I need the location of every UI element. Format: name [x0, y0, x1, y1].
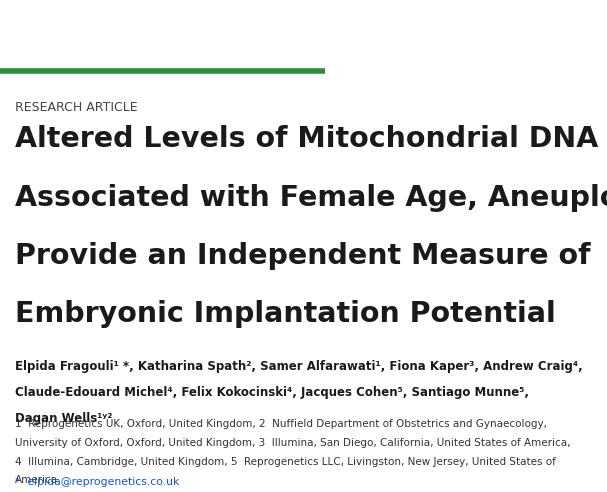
Text: 4  Illumina, Cambridge, United Kingdom, 5  Reprogenetics LLC, Livingston, New Je: 4 Illumina, Cambridge, United Kingdom, 5… [15, 457, 555, 466]
Text: Associated with Female Age, Aneuploidy, and: Associated with Female Age, Aneuploidy, … [15, 184, 607, 212]
Text: Dagan Wells¹ʸ²: Dagan Wells¹ʸ² [15, 412, 112, 425]
Text: Altered Levels of Mitochondrial DNA Are: Altered Levels of Mitochondrial DNA Are [15, 125, 607, 154]
Text: RESEARCH ARTICLE: RESEARCH ARTICLE [15, 101, 137, 114]
Text: Embryonic Implantation Potential: Embryonic Implantation Potential [15, 300, 555, 328]
Text: Provide an Independent Measure of: Provide an Independent Measure of [15, 242, 590, 270]
Text: University of Oxford, Oxford, United Kingdom, 3  Illumina, San Diego, California: University of Oxford, Oxford, United Kin… [15, 438, 570, 448]
Text: 1  Reprogenetics UK, Oxford, United Kingdom, 2  Nuffield Department of Obstetric: 1 Reprogenetics UK, Oxford, United Kingd… [15, 419, 547, 429]
Text: *  elpida@reprogenetics.co.uk: * elpida@reprogenetics.co.uk [15, 477, 179, 487]
Text: Elpida Fragouli¹ *, Katharina Spath², Samer Alfarawati¹, Fiona Kaper³, Andrew Cr: Elpida Fragouli¹ *, Katharina Spath², Sa… [15, 360, 582, 373]
Text: America: America [15, 475, 58, 485]
Text: Claude-Edouard Michel⁴, Felix Kokocinski⁴, Jacques Cohen⁵, Santiago Munne⁵,: Claude-Edouard Michel⁴, Felix Kokocinski… [15, 386, 529, 399]
